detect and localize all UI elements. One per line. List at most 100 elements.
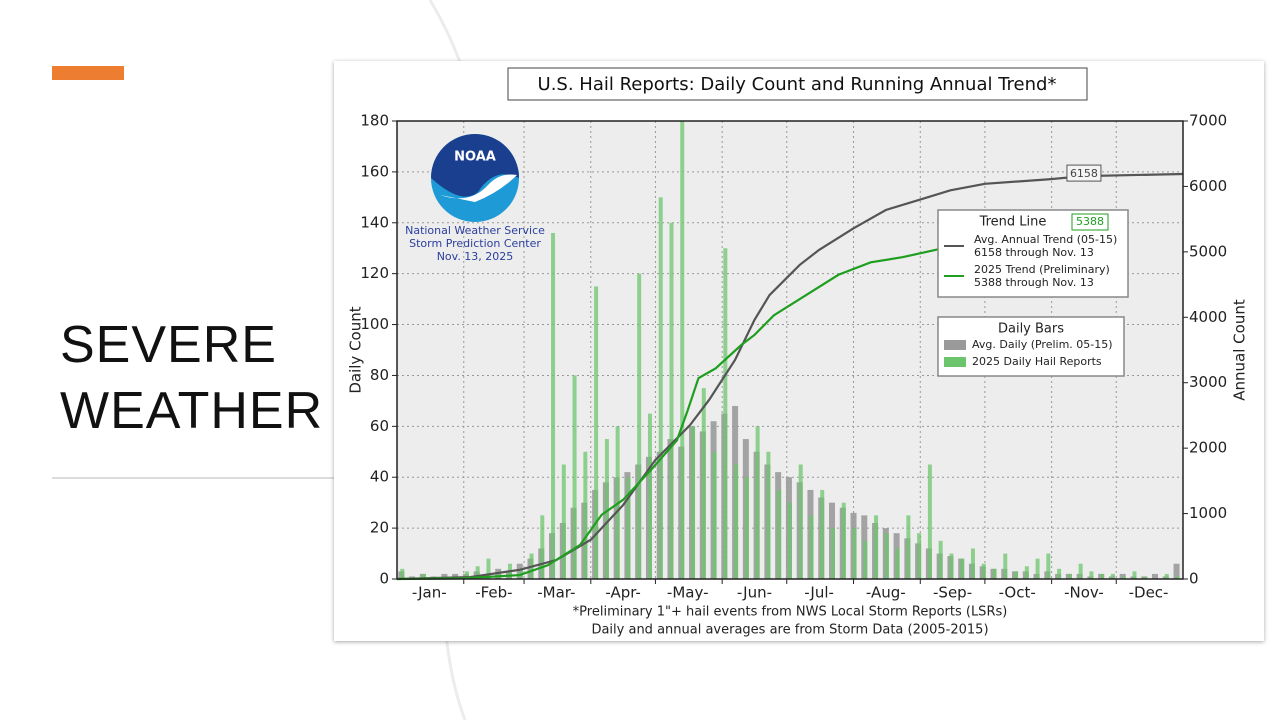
bar [1164,573,1169,579]
bar [1173,563,1180,579]
y-tick-label: 40 [370,468,389,486]
y2-tick-label: 6000 [1189,177,1227,195]
bar [863,540,868,579]
bar [938,540,943,579]
bar [1003,553,1008,579]
x-tick-label: -Jun- [737,584,772,602]
badge-label: 6158 [1070,167,1098,180]
bar [949,553,954,579]
y-tick-label: 180 [360,112,389,130]
x-tick-label: -Apr- [605,584,641,602]
bar [701,388,706,579]
bar [874,515,879,579]
legend-title: Trend Line [979,215,1047,230]
bar [960,558,965,579]
x-tick-label: -Jan- [412,584,447,602]
y-tick-label: 100 [360,315,389,333]
bar [583,451,588,579]
bar [1046,553,1051,579]
bar [777,489,782,579]
bar [809,515,814,579]
title-box [507,67,1088,101]
legend-swatch [944,340,966,350]
legend-title: Daily Bars [998,322,1064,337]
chart-title: U.S. Hail Reports: Daily Count and Runni… [538,74,1057,95]
bar [1057,568,1062,579]
bar [680,121,685,579]
bar [970,548,975,579]
bar [1152,573,1159,579]
accent-bar [52,66,124,80]
bar [669,222,674,579]
bar [475,566,480,579]
legend-label: 2025 Daily Hail Reports [972,355,1102,368]
legend-label: Avg. Daily (Prelim. 05-15) [972,338,1113,351]
y-axis-label: Daily Count [347,306,365,393]
logo-text: Storm Prediction Center [409,237,541,250]
y2-tick-label: 3000 [1189,373,1227,391]
legend-swatch [944,357,966,367]
bar [561,464,566,579]
x-tick-label: -Oct- [999,584,1036,602]
x-tick-label: -Mar- [537,584,575,602]
y2-axis-label: Annual Count [1231,299,1249,401]
bar [1014,571,1019,579]
x-tick-label: -Nov- [1064,584,1104,602]
legend-label: 2025 Trend (Preliminary) [974,263,1110,276]
legend-badge-box [1071,213,1109,231]
x-tick-label: -Dec- [1129,584,1169,602]
logo: NOAA National Weather Service Storm Pred… [405,134,545,263]
bar [766,451,771,579]
y2-tick-label: 1000 [1189,504,1227,522]
legend-detail: 6158 through Nov. 13 [974,246,1094,259]
title-line: WEATHER [60,382,324,440]
bar [1035,558,1040,579]
bar [464,571,469,579]
bar [486,558,491,579]
x-tick-label: -Feb- [475,584,512,602]
x-tick-label: -Jul- [804,584,834,602]
bar [787,502,792,579]
bar [1121,576,1126,579]
bar [551,232,556,579]
bar [1110,573,1115,579]
y2-tick-label: 0 [1189,570,1199,588]
bar [658,197,663,580]
legend-detail: 5388 through Nov. 13 [974,276,1094,289]
bar [852,528,857,579]
bar [734,464,739,579]
bar [647,413,652,579]
y2-tick-label: 7000 [1189,112,1227,130]
bar [927,464,932,579]
footnote: Daily and annual averages are from Storm… [591,623,988,638]
x-tick-label: -Aug- [866,584,906,602]
bar [895,548,900,579]
y2-tick-label: 5000 [1189,242,1227,260]
chart: U.S. Hail Reports: Daily Count and Runni… [334,61,1264,641]
y-tick-label: 80 [370,366,389,384]
bar [830,528,835,579]
y-tick-label: 140 [360,213,389,231]
bar [723,248,728,579]
bar [1132,571,1137,579]
bar [820,489,825,579]
trend-line [396,225,1080,581]
bar [1067,573,1072,579]
bar [798,464,803,579]
y2-tick-label: 2000 [1189,439,1227,457]
bar [917,533,922,579]
bar [744,477,749,579]
x-tick-label: -May- [667,584,709,602]
bar [540,515,545,579]
title-line: SEVERE [60,316,277,374]
logo-gull [440,174,517,202]
legend-label: Avg. Annual Trend (05-15) [974,233,1117,246]
logo-text: Nov. 13, 2025 [437,250,514,263]
bar [1143,576,1148,579]
legend-badge: 5388 [1076,215,1104,228]
bar [637,273,642,579]
logo-mark: NOAA [454,150,496,165]
x-tick-label: -Sep- [933,584,972,602]
bar [992,568,997,579]
